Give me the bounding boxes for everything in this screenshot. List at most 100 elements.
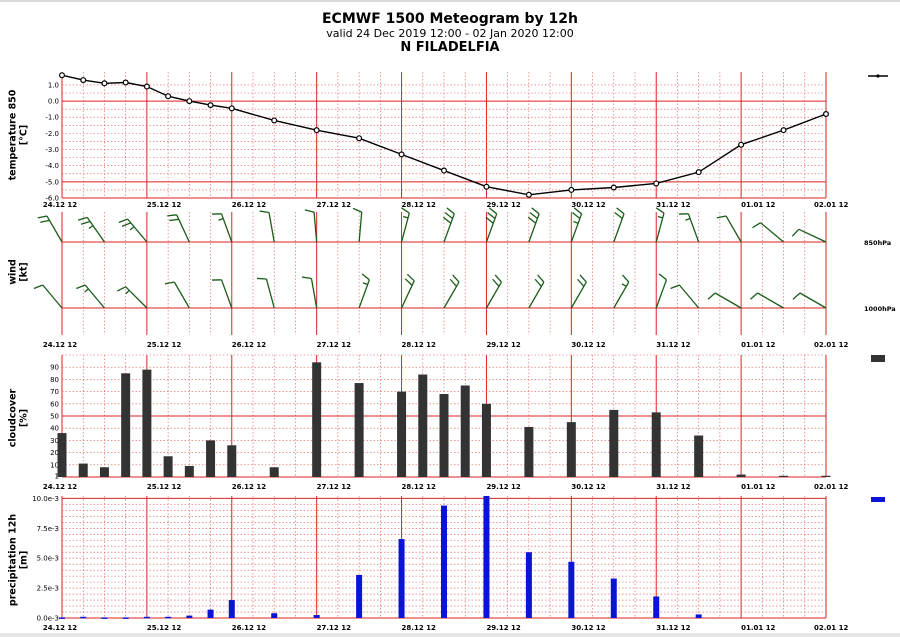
wind-barb-flag [752,222,761,229]
cloudcover-date-tick-label: 02.01 12 [814,483,848,491]
precipitation-bar [186,615,193,618]
cloudcover-bar [779,475,789,477]
temperature-date-tick-label: 30.12 12 [571,201,605,209]
wind-barb-flag [37,215,48,219]
cloudcover-date-tick-label: 27.12 12 [317,483,351,491]
wind-barb-flag [256,277,267,280]
wind-date-tick-label: 29.12 12 [486,341,520,349]
location-title: N FILADELFIA [400,40,500,55]
wind-barb-flag [792,292,801,300]
precipitation-tick-label: 5.0e-3 [37,555,59,563]
wind-barb-half-flag [84,288,89,293]
wind-date-tick-label: 28.12 12 [402,341,436,349]
wind-barb-staff [400,212,410,243]
wind-barb-flag [452,274,460,283]
wind-barb-flag [577,278,585,287]
wind-barb-flag [40,219,50,223]
cloudcover-tick-label: 40 [50,425,59,433]
precipitation-date-tick-label: 30.12 12 [571,624,605,632]
temperature-point [122,79,129,86]
temperature-point [695,169,702,176]
temperature-point [653,180,660,187]
wind-barb-half-flag [657,215,663,219]
cloudcover-tick-label: 20 [50,449,59,457]
wind-barb-half-flag [362,282,368,286]
wind-date-tick-label: 24.12 12 [43,341,77,349]
wind-barb-flag [77,216,88,221]
cloudcover-bar [460,385,470,477]
wind-barb-flag [488,207,498,215]
precipitation-bar [483,496,490,618]
wind-barb-flag [446,207,455,215]
cloudcover-date-tick-label: 29.12 12 [486,483,520,491]
precipitation-bar [59,617,65,619]
wind-date-tick-label: 02.01 12 [814,341,848,349]
temperature-legend-marker [876,74,880,78]
cloudcover-date-tick-label: 25.12 12 [147,483,181,491]
cloudcover-bar [184,466,194,477]
wind-barb-flag [352,207,362,213]
wind-axis-label: wind [kt] [8,259,30,285]
wind-level-label: 850hPa [864,239,891,247]
precipitation-date-tick-label: 01.01 12 [741,624,775,632]
precipitation-bar [143,616,150,619]
wind-barb-flag [406,273,415,282]
wind-barb-flag [616,207,625,215]
cloudcover-tick-label: 90 [50,364,59,372]
wind-barb-staff [265,278,275,309]
cloudcover-bar [524,426,534,477]
cloudcover-tick-label: 1 [55,472,59,480]
wind-barb-flag [33,284,43,290]
temperature-date-tick-label: 31.12 12 [656,201,690,209]
wind-barb-flag [670,284,680,290]
precipitation-tick-label: 2.5e-3 [37,585,59,593]
wind-barb-flag [492,278,500,287]
precipitation-bar [228,600,235,618]
temperature-tick-label: -5.0 [45,178,59,186]
temperature-tick-label: -3.0 [45,146,59,154]
wind-barb-staff [313,212,318,243]
wind-barb-flag [118,218,128,224]
cloudcover-tick-label: 30 [50,437,59,445]
cloudcover-bar [142,369,152,477]
temperature-point [228,105,235,112]
temperature-date-tick-label: 29.12 12 [486,201,520,209]
wind-date-tick-label: 26.12 12 [232,341,266,349]
chart-subtitle: valid 24 Dec 2019 12:00 - 02 Jan 2020 12… [326,27,574,40]
wind-date-tick-label: 27.12 12 [317,341,351,349]
temperature-date-tick-label: 25.12 12 [147,201,181,209]
cloudcover-date-tick-label: 26.12 12 [232,483,266,491]
precipitation-bar [525,552,532,618]
temperature-point [101,80,108,87]
wind-barb-staff [655,279,668,309]
precipitation-bar [610,578,617,618]
temperature-date-tick-label: 01.01 12 [741,201,775,209]
wind-barb-flag [167,214,177,217]
temperature-axis-label: temperature 850 [°C] [8,89,30,180]
temperature-point [271,117,278,124]
wind-barb-flag [301,276,312,280]
precipitation-bar [101,617,108,619]
temperature-point [356,135,363,142]
wind-date-tick-label: 30.12 12 [571,341,605,349]
top-border [0,0,900,2]
wind-barb-flag [116,286,126,292]
temperature-tick-label: -6.0 [45,195,59,203]
cloudcover-bar [736,474,746,477]
wind-barb-flag [401,207,410,214]
wind-barb-half-flag [125,289,130,295]
precipitation-date-tick-label: 27.12 12 [317,624,351,632]
temperature-axis-label-line: [°C] [19,125,30,145]
cloudcover-bar [57,433,67,477]
temperature-tick-label: -2.0 [45,130,59,138]
wind-barb-staff [798,228,827,243]
wind-date-tick-label: 25.12 12 [147,341,181,349]
precipitation-bar [441,505,447,618]
precipitation-bar [165,616,172,619]
wind-date-tick-label: 01.01 12 [741,341,775,349]
wind-barb-flag [573,207,582,215]
cloudcover-tick-label: 10 [50,461,59,469]
cloudcover-bar [439,394,449,477]
precipitation-date-tick-label: 26.12 12 [232,624,266,632]
